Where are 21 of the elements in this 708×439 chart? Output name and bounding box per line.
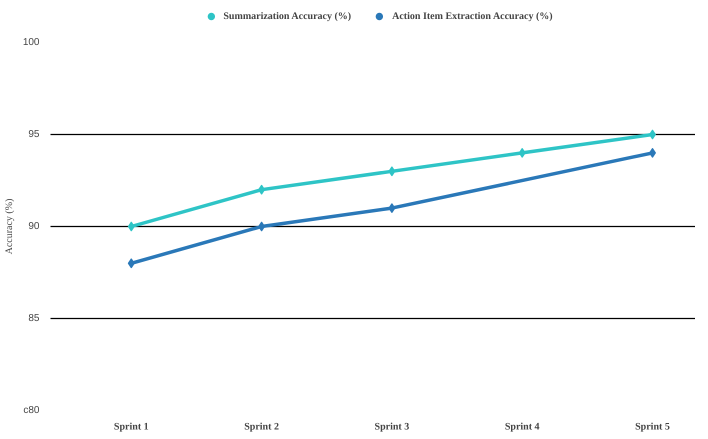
- x-tick-label: Sprint 3: [374, 422, 410, 432]
- point: [258, 184, 266, 195]
- x-tick-label: Sprint 1: [114, 422, 149, 432]
- y-tick-label: c80: [23, 405, 40, 416]
- point: [518, 148, 526, 158]
- y-tick-label: 85: [28, 313, 40, 324]
- x-tick-label: Sprint 4: [504, 422, 540, 432]
- x-tick-label: Sprint 5: [635, 422, 670, 432]
- y-tick-label: 100: [22, 37, 40, 48]
- point: [258, 222, 266, 232]
- y-axis-title: Accuracy (%): [4, 198, 15, 254]
- point: [649, 130, 656, 140]
- x-tick-label: Sprint 2: [244, 422, 279, 432]
- point: [128, 258, 135, 268]
- point: [388, 166, 396, 176]
- legend-label: Summarization Accuracy (%): [223, 10, 352, 22]
- y-tick-label: 95: [28, 129, 40, 140]
- legend-label: Action Item Extraction Accuracy (%): [392, 10, 553, 22]
- point: [388, 203, 396, 214]
- y-tick-label: 90: [28, 221, 40, 232]
- point: [128, 222, 135, 232]
